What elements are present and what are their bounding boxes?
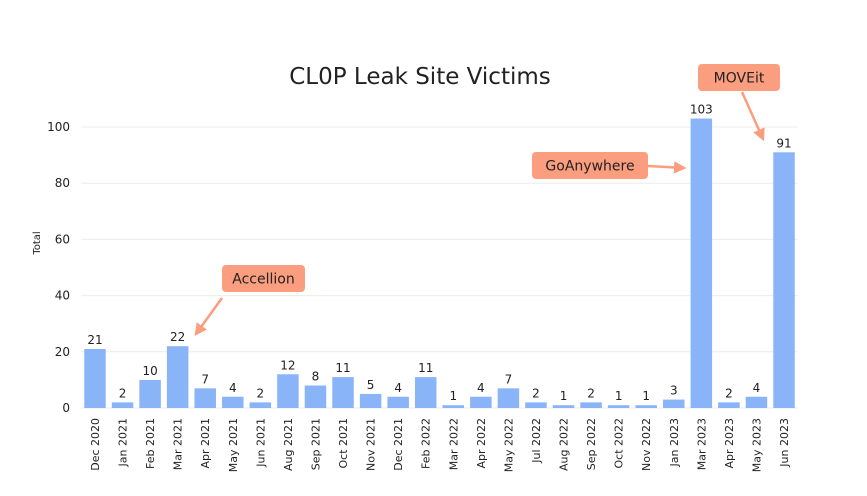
x-tick-label: Jun 2021 [254, 418, 267, 468]
bar [442, 405, 465, 408]
y-tick-label: 80 [55, 176, 70, 190]
bar [166, 346, 189, 408]
bar [718, 402, 740, 408]
y-axis-label: Total [32, 231, 43, 255]
x-tick-label: Jul 2022 [530, 418, 543, 464]
x-tick-label: Aug 2022 [558, 418, 571, 471]
bar [139, 379, 161, 408]
annotation-label: MOVEit [714, 71, 765, 87]
x-tick-label: Sep 2021 [309, 418, 322, 470]
annotation-box [698, 64, 780, 91]
bar [359, 393, 382, 408]
annotation-label: Accellion [232, 272, 294, 288]
x-tick-label: Sep 2022 [585, 418, 598, 470]
bar [332, 377, 354, 408]
data-label: 10 [142, 364, 157, 378]
bar [111, 402, 134, 408]
data-label: 21 [87, 333, 102, 347]
x-tick-label: May 2022 [502, 418, 515, 472]
x-tick-label: Mar 2023 [695, 418, 708, 470]
bar [249, 402, 272, 408]
y-tick-label: 100 [47, 120, 70, 134]
bar [277, 374, 299, 408]
data-label: 8 [312, 370, 320, 384]
bar [470, 396, 492, 408]
annotation-arrow [740, 91, 765, 142]
annotation-label: GoAnywhere [545, 159, 634, 175]
x-tick-label: Nov 2022 [640, 418, 653, 471]
bar [690, 118, 713, 408]
x-tick-label: Jan 2021 [117, 418, 130, 467]
x-tick-label: Nov 2021 [365, 418, 378, 471]
annotation-box [532, 152, 648, 179]
bar [607, 405, 630, 408]
bar [222, 396, 244, 408]
x-tick-label: May 2021 [227, 418, 240, 472]
y-tick-label: 40 [55, 289, 70, 303]
data-label: 91 [776, 136, 791, 150]
x-tick-label: Apr 2021 [199, 418, 212, 469]
x-tick-label: Feb 2022 [420, 418, 433, 469]
x-tick-label: Mar 2022 [447, 418, 460, 470]
data-label: 4 [477, 381, 485, 395]
bar [580, 402, 602, 408]
bar [84, 348, 106, 408]
chart-title: CL0P Leak Site Victims [289, 64, 551, 90]
x-tick-label: Aug 2021 [282, 418, 295, 471]
data-label: 2 [119, 386, 127, 400]
data-label: 2 [587, 386, 595, 400]
x-tick-label: Dec 2020 [89, 418, 102, 471]
x-tick-label: Mar 2021 [172, 418, 185, 470]
bar [194, 388, 216, 408]
x-tick-label: Apr 2022 [475, 418, 488, 469]
x-tick-label: Jan 2023 [668, 418, 681, 467]
data-label: 22 [170, 330, 185, 344]
data-label: 4 [394, 381, 402, 395]
x-tick-label: Oct 2022 [613, 418, 626, 469]
data-label: 103 [690, 103, 713, 117]
bar [663, 399, 685, 408]
data-label: 7 [505, 372, 513, 386]
data-label: 3 [670, 384, 678, 398]
annotation-arrow [647, 161, 687, 174]
x-tick-label: Jun 2023 [778, 418, 791, 468]
data-label: 2 [532, 386, 540, 400]
y-tick-label: 20 [55, 345, 70, 359]
bar [745, 396, 768, 408]
x-tick-label: Feb 2021 [144, 418, 157, 469]
annotation-arrow [194, 297, 224, 337]
data-label: 2 [725, 386, 733, 400]
data-label: 4 [753, 381, 761, 395]
bar [773, 152, 795, 408]
bar [387, 396, 409, 408]
data-label: 2 [257, 386, 265, 400]
annotation-box [222, 265, 305, 292]
bar [414, 377, 437, 408]
x-tick-label: May 2023 [750, 418, 763, 472]
data-label: 1 [642, 389, 650, 403]
data-label: 4 [229, 381, 237, 395]
data-label: 1 [449, 389, 457, 403]
bar [304, 385, 327, 408]
bar [525, 402, 547, 408]
data-label: 12 [280, 358, 295, 372]
x-tick-label: Apr 2023 [723, 418, 736, 469]
bar [635, 405, 657, 408]
data-label: 5 [367, 378, 375, 392]
data-label: 7 [201, 372, 209, 386]
bar [552, 405, 575, 408]
x-tick-label: Oct 2021 [337, 418, 350, 469]
y-tick-label: 60 [55, 232, 70, 246]
x-tick-label: Dec 2021 [392, 418, 405, 471]
bar [497, 388, 520, 408]
data-label: 11 [418, 361, 433, 375]
y-tick-label: 0 [62, 401, 70, 415]
data-label: 1 [560, 389, 568, 403]
data-label: 1 [615, 389, 623, 403]
data-label: 11 [335, 361, 350, 375]
